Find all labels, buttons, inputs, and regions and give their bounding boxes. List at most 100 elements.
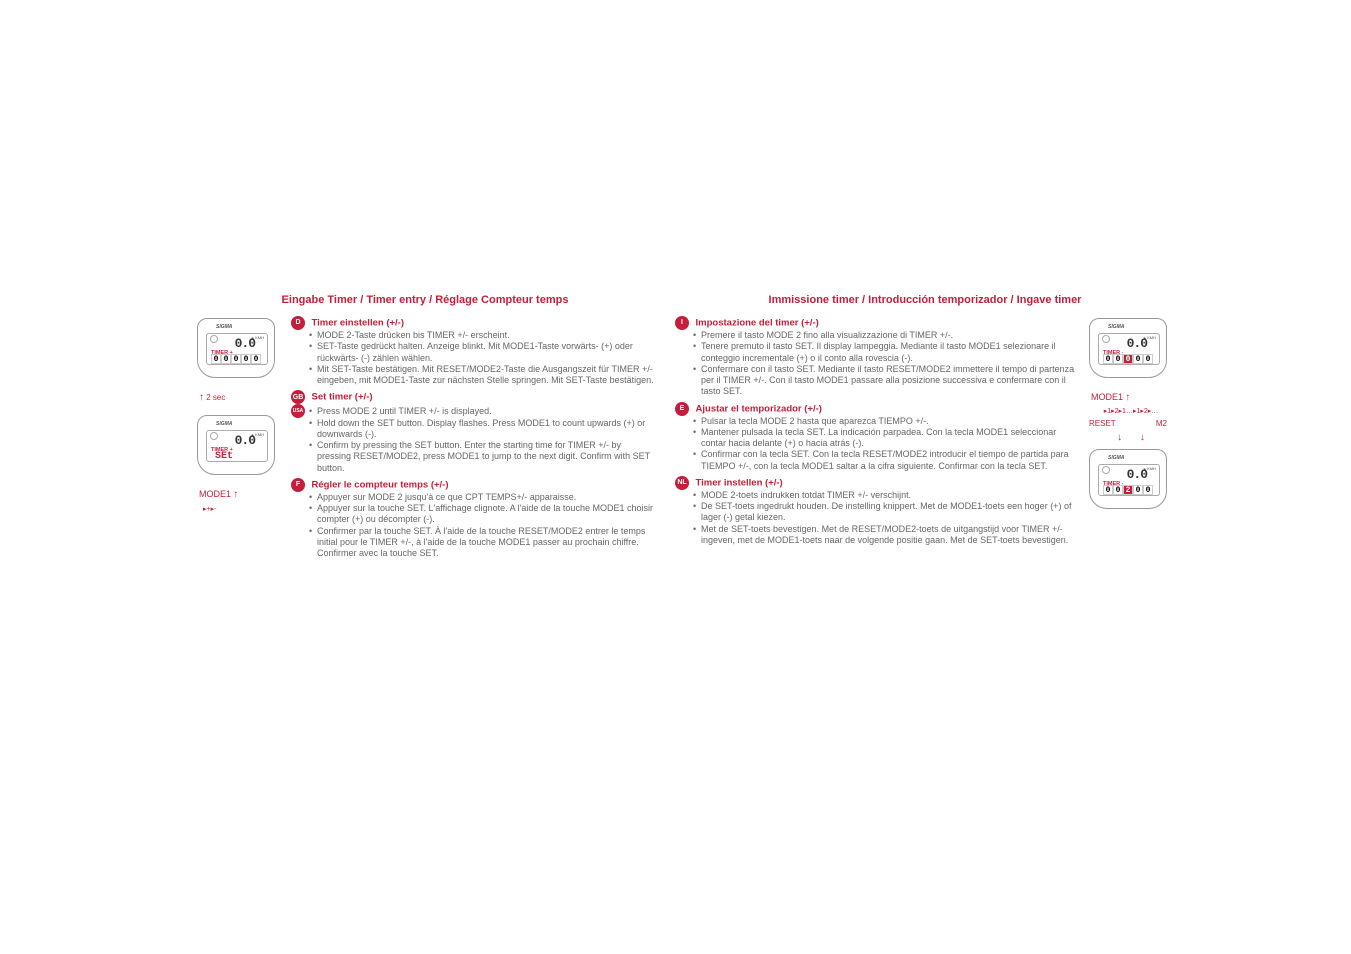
bullet: Tenere premuto il tasto SET. Il display … bbox=[693, 341, 1079, 364]
device-brand: SIGMA bbox=[216, 324, 232, 330]
step-arrows: ▸+▸- bbox=[203, 506, 216, 513]
device-diagram-4: SIGMA KMH 0.0 TIMER - 0 0 2 0 0 bbox=[1087, 447, 1169, 517]
annotation-mode1: MODE1 ↑ bbox=[199, 489, 283, 500]
lang-section-f: F Régler le compteur temps (+/-) Appuyer… bbox=[291, 478, 655, 560]
digit-highlight: 0 bbox=[1123, 354, 1133, 364]
step-sequence: ▸1▸2▸1…▸1▸2▸… bbox=[1087, 407, 1175, 415]
arrow-up-icon: ↑ bbox=[233, 489, 238, 500]
lang-badge-f: F bbox=[291, 478, 305, 492]
lang-badge-i: I bbox=[675, 316, 689, 330]
device-diagram-3: SIGMA KMH 0.0 TIMER - 0 0 0 0 0 bbox=[1087, 316, 1169, 386]
lang-title: Ajustar el temporizador (+/-) bbox=[696, 403, 822, 414]
lang-badge-e: E bbox=[675, 402, 689, 416]
bullet: Hold down the SET button. Display flashe… bbox=[309, 418, 655, 441]
speed-value: 0.0 bbox=[1127, 336, 1147, 351]
bullet: Confermare con il tasto SET. Mediante il… bbox=[693, 364, 1079, 398]
lang-badge-d: D bbox=[291, 316, 305, 330]
lang-title: Timer instellen (+/-) bbox=[696, 477, 783, 488]
right-diagrams: SIGMA KMH 0.0 TIMER - 0 0 0 0 0 bbox=[1087, 316, 1175, 550]
bullet: MODE 2-toets indrukken totdat TIMER +/- … bbox=[693, 490, 1079, 501]
arrow-up-icon: ↑ bbox=[199, 392, 204, 403]
lang-section-i: I Impostazione del timer (+/-) Premere i… bbox=[675, 316, 1079, 398]
left-header: Eingabe Timer / Timer entry / Réglage Co… bbox=[195, 294, 655, 306]
bullet: Press MODE 2 until TIMER +/- is displaye… bbox=[309, 406, 655, 417]
digit: 0 bbox=[1103, 485, 1113, 495]
lang-section-nl: NL Timer instellen (+/-) MODE 2-toets in… bbox=[675, 476, 1079, 546]
device-body: SIGMA KMH 0.0 TIMER + SEt bbox=[197, 415, 275, 475]
digit: 0 bbox=[211, 354, 221, 364]
bullet: Met de SET-toets bevestigen. Met de RESE… bbox=[693, 524, 1079, 547]
device-body: SIGMA KMH 0.0 TIMER - 0 0 0 0 0 bbox=[1089, 318, 1167, 378]
speed-value: 0.0 bbox=[235, 336, 255, 351]
annotation-steps: ▸+▸- bbox=[203, 504, 283, 513]
set-text: SEt bbox=[215, 451, 233, 462]
digit: 0 bbox=[251, 354, 261, 364]
digit: 0 bbox=[241, 354, 251, 364]
ann-text: 2 sec bbox=[206, 393, 225, 402]
lang-title: Impostazione del timer (+/-) bbox=[696, 317, 819, 328]
right-column: Immissione timer / Introducción temporiz… bbox=[675, 294, 1175, 563]
lang-title: Timer einstellen (+/-) bbox=[312, 317, 404, 328]
device-body: SIGMA KMH 0.0 TIMER - 0 0 2 0 0 bbox=[1089, 449, 1167, 509]
bullet: Confirmar con la tecla SET. Con la tecla… bbox=[693, 449, 1079, 472]
digit: 0 bbox=[221, 354, 231, 364]
bullet: Confirmer par la touche SET. À l'aide de… bbox=[309, 526, 655, 560]
device-screen: KMH 0.0 TIMER - 0 0 0 0 0 bbox=[1098, 333, 1160, 365]
lang-section-e: E Ajustar el temporizador (+/-) Pulsar l… bbox=[675, 402, 1079, 472]
right-text: I Impostazione del timer (+/-) Premere i… bbox=[675, 316, 1079, 550]
right-content: I Impostazione del timer (+/-) Premere i… bbox=[675, 316, 1175, 550]
bullet-list: MODE 2-Taste drücken bis TIMER +/- ersch… bbox=[291, 330, 655, 386]
lang-section-d: D Timer einstellen (+/-) MODE 2-Taste dr… bbox=[291, 316, 655, 386]
bullet: Appuyer sur la touche SET. L'affichage c… bbox=[309, 503, 655, 526]
lang-badge-nl: NL bbox=[675, 476, 689, 490]
reset-label: RESET bbox=[1089, 419, 1116, 428]
left-column: Eingabe Timer / Timer entry / Réglage Co… bbox=[195, 294, 655, 563]
annotation-mode1-r: MODE1 ↑ bbox=[1091, 392, 1175, 403]
device-diagram-2: SIGMA KMH 0.0 TIMER + SEt bbox=[195, 413, 277, 483]
bullet: Mit SET-Taste bestätigen. Mit RESET/MODE… bbox=[309, 364, 655, 387]
mode-indicator-icon bbox=[210, 335, 218, 343]
mode-indicator-icon bbox=[1102, 335, 1110, 343]
arrow-down-icon: ↓ bbox=[1140, 432, 1145, 443]
speed-value: 0.0 bbox=[1127, 467, 1147, 482]
bullet: MODE 2-Taste drücken bis TIMER +/- ersch… bbox=[309, 330, 655, 341]
manual-page: Eingabe Timer / Timer entry / Réglage Co… bbox=[195, 294, 1175, 563]
lang-section-gb: GB Set timer (+/-) USA Press MODE 2 unti… bbox=[291, 390, 655, 474]
bullet: De SET-toets ingedrukt houden. De instel… bbox=[693, 501, 1079, 524]
arrows-down: ↓ ↓ bbox=[1087, 432, 1175, 443]
right-header: Immissione timer / Introducción temporiz… bbox=[675, 294, 1175, 306]
digit-row: 0 0 2 0 0 bbox=[1103, 485, 1157, 495]
device-brand: SIGMA bbox=[1108, 324, 1124, 330]
mode1-label: MODE1 bbox=[1091, 392, 1123, 402]
bullet: SET-Taste gedrückt halten. Anzeige blink… bbox=[309, 341, 655, 364]
annotation-2sec: ↑ 2 sec bbox=[199, 392, 283, 403]
mode1-label: MODE1 bbox=[199, 489, 231, 499]
lang-badge-gb: GB bbox=[291, 390, 305, 404]
mode-indicator-icon bbox=[1102, 466, 1110, 474]
device-screen: KMH 0.0 TIMER + SEt bbox=[206, 430, 268, 462]
lang-badge-usa: USA bbox=[291, 404, 305, 418]
mode-indicator-icon bbox=[210, 432, 218, 440]
device-screen: KMH 0.0 TIMER - 0 0 2 0 0 bbox=[1098, 464, 1160, 496]
digit: 0 bbox=[1143, 485, 1153, 495]
device-brand: SIGMA bbox=[1108, 455, 1124, 461]
digit: 0 bbox=[1143, 354, 1153, 364]
device-brand: SIGMA bbox=[216, 421, 232, 427]
lang-title: Set timer (+/-) bbox=[312, 392, 373, 403]
digit-row: 0 0 0 0 0 bbox=[211, 354, 265, 364]
bullet-list: MODE 2-toets indrukken totdat TIMER +/- … bbox=[675, 490, 1079, 546]
speed-value: 0.0 bbox=[235, 433, 255, 448]
device-screen: KMH 0.0 TIMER + 0 0 0 0 0 bbox=[206, 333, 268, 365]
lang-title: Régler le compteur temps (+/-) bbox=[312, 479, 449, 490]
bullet: Pulsar la tecla MODE 2 hasta que aparezc… bbox=[693, 416, 1079, 427]
digit: 0 bbox=[1133, 354, 1143, 364]
digit-row: 0 0 0 0 0 bbox=[1103, 354, 1157, 364]
bullet-list: Pulsar la tecla MODE 2 hasta que aparezc… bbox=[675, 416, 1079, 472]
bullet: Confirm by pressing the SET button. Ente… bbox=[309, 440, 655, 474]
bullet: Mantener pulsada la tecla SET. La indica… bbox=[693, 427, 1079, 450]
bullet: Premere il tasto MODE 2 fino alla visual… bbox=[693, 330, 1079, 341]
arrow-up-icon: ↑ bbox=[1125, 392, 1130, 403]
digit: 0 bbox=[1113, 485, 1123, 495]
reset-m2-row: RESET M2 bbox=[1087, 419, 1169, 428]
left-diagrams: SIGMA KMH 0.0 TIMER + 0 0 0 0 0 bbox=[195, 316, 283, 563]
